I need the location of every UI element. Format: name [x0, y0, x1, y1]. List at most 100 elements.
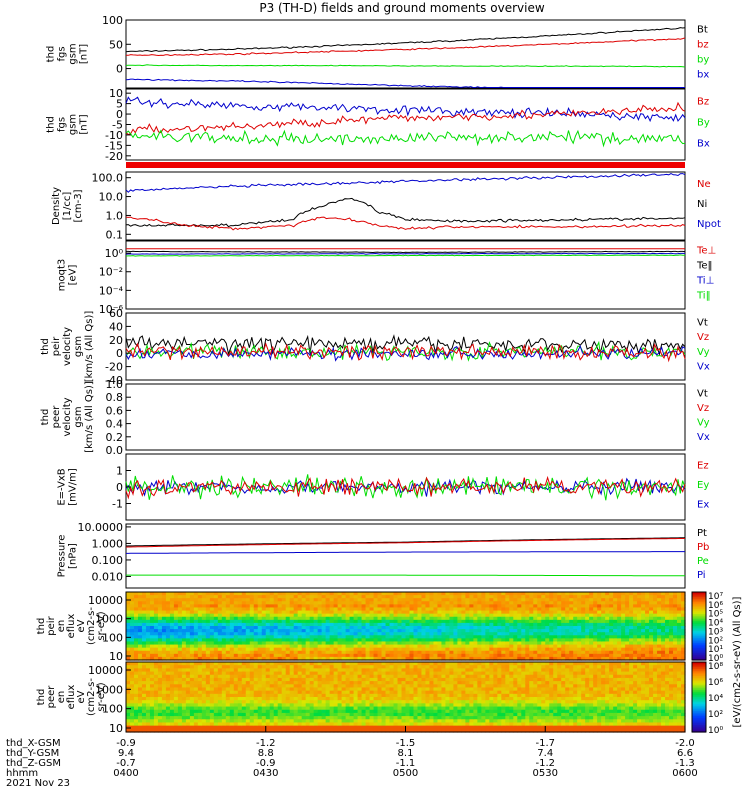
spectrogram-cell	[361, 641, 367, 646]
spectrogram-cell	[349, 709, 355, 714]
spectrogram-cell	[261, 719, 267, 724]
spectrogram-cell	[397, 622, 403, 627]
spectrogram-cell	[521, 595, 526, 599]
spectrogram-cell	[297, 671, 303, 676]
spectrogram-cell	[457, 644, 462, 649]
spectrogram-cell	[189, 668, 195, 673]
spectrogram-cell	[257, 616, 263, 621]
spectrogram-cell	[553, 656, 558, 661]
spectrogram-cell	[357, 709, 363, 714]
spectrogram-cell	[301, 607, 307, 612]
spectrogram-cell	[505, 632, 510, 636]
spectrogram-cell	[213, 644, 219, 649]
spectrogram-cell	[201, 635, 207, 639]
y-axis-label: thd	[36, 618, 47, 635]
spectrogram-cell	[221, 662, 227, 666]
spectrogram-cell	[433, 610, 439, 615]
spectrogram-cell	[637, 592, 642, 596]
spectrogram-cell	[197, 604, 203, 609]
spectrogram-cell	[669, 653, 674, 658]
spectrogram-cell	[225, 687, 231, 692]
spectrogram-cell	[405, 722, 411, 727]
spectrogram-cell	[201, 656, 207, 661]
spectrogram-cell	[645, 626, 650, 630]
spectrogram-cell	[381, 629, 387, 633]
spectrogram-cell	[245, 595, 251, 599]
spectrogram-cell	[293, 677, 299, 682]
spectrogram-cell	[489, 592, 494, 596]
spectrogram-cell	[141, 671, 147, 676]
spectrogram-cell	[333, 653, 339, 658]
spectrogram-cell	[237, 641, 243, 646]
spectrogram-cell	[381, 687, 387, 692]
spectrogram-cell	[381, 598, 387, 602]
spectrogram-cell	[445, 595, 451, 599]
spectrogram-cell	[297, 716, 303, 720]
spectrogram-cell	[673, 607, 678, 612]
spectrogram-cell	[153, 622, 159, 627]
spectrogram-cell	[593, 607, 598, 612]
spectrogram-cell	[313, 722, 319, 727]
spectrogram-cell	[325, 668, 331, 673]
spectrogram-cell	[157, 674, 163, 679]
spectrogram-cell	[473, 598, 478, 602]
spectrogram-cell	[325, 728, 331, 733]
spectrogram-cell	[361, 703, 367, 708]
spectrogram-cell	[289, 693, 295, 698]
spectrogram-cell	[277, 677, 283, 682]
spectrogram-cell	[137, 653, 143, 658]
spectrogram-cell	[221, 653, 227, 658]
spectrogram-cell	[277, 622, 283, 627]
spectrogram-cell	[601, 632, 606, 636]
spectrogram-cell	[241, 693, 247, 698]
y-tick-label: 100	[102, 631, 123, 644]
spectrogram-cell	[297, 690, 303, 695]
spectrogram-cell	[329, 644, 335, 649]
spectrogram-cell	[273, 635, 279, 639]
spectrogram-cell	[421, 693, 427, 698]
spectrogram-cell	[365, 662, 371, 666]
spectrogram-cell	[357, 613, 363, 618]
spectrogram-cell	[405, 619, 411, 624]
spectrogram-cell	[665, 638, 670, 643]
spectrogram-cell	[625, 653, 630, 658]
spectrogram-cell	[237, 697, 243, 701]
spectrogram-cell	[429, 632, 435, 636]
spectrogram-cell	[265, 722, 271, 727]
spectrogram-cell	[657, 616, 662, 621]
spectrogram-cell	[245, 671, 251, 676]
spectrogram-cell	[361, 653, 367, 658]
spectrogram-cell	[169, 674, 175, 679]
spectrogram-cell	[577, 653, 582, 658]
spectrogram-cell	[265, 677, 271, 682]
spectrogram-cell	[365, 728, 371, 733]
spectrogram-cell	[301, 638, 307, 643]
spectrogram-cell	[385, 665, 391, 669]
spectrogram-cell	[153, 607, 159, 612]
spectrogram-cell	[129, 668, 135, 673]
spectrogram-cell	[385, 635, 391, 639]
spectrogram-cell	[225, 697, 231, 701]
spectrogram-cell	[625, 644, 630, 649]
spectrogram-cell	[157, 671, 163, 676]
spectrogram-cell	[621, 595, 626, 599]
spectrogram-cell	[289, 662, 295, 666]
spectrogram-cell	[485, 635, 490, 639]
spectrogram-cell	[573, 595, 578, 599]
spectrogram-cell	[245, 629, 251, 633]
spectrogram-cell	[413, 668, 419, 673]
spectrogram-cell	[645, 592, 650, 596]
spectrogram-cell	[297, 647, 303, 652]
spectrogram-cell	[417, 681, 423, 685]
spectrogram-cell	[613, 610, 618, 615]
spectrogram-cell	[393, 601, 399, 605]
spectrogram-cell	[329, 653, 335, 658]
series-line-green	[125, 64, 686, 68]
spectrogram-cell	[349, 677, 355, 682]
spectrogram-cell	[173, 700, 179, 704]
colorbar-tick-label: 10⁰	[708, 654, 723, 664]
spectrogram-cell	[393, 635, 399, 639]
spectrogram-cell	[481, 607, 486, 612]
spectrogram-cell	[421, 607, 427, 612]
